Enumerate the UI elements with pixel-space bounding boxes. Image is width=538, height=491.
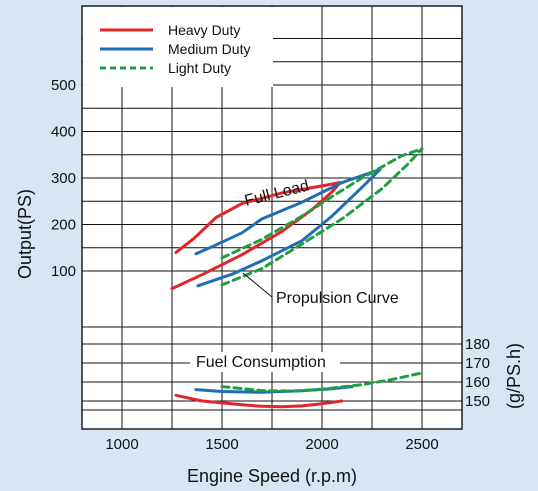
x-tick-label: 1500	[205, 436, 238, 453]
grid	[82, 6, 462, 429]
y-tick-label: 300	[51, 170, 76, 187]
series	[170, 147, 424, 409]
y-axis-label: Output(PS)	[15, 189, 35, 279]
x-tick-label: 1000	[105, 436, 138, 453]
y2-tick-label: 160	[465, 374, 490, 391]
medium-duty-full-load-line	[194, 168, 382, 256]
y-tick-label: 100	[51, 263, 76, 280]
y2-tick-label: 170	[465, 355, 490, 372]
heavy-duty-propulsion-line	[170, 181, 342, 291]
medium-duty-propulsion-line	[196, 168, 382, 288]
legend-label: Medium Duty	[168, 41, 250, 57]
legend-box	[83, 7, 273, 87]
y2-tick-label: 180	[465, 336, 490, 353]
x-tick-label: 2500	[405, 436, 438, 453]
legend: Heavy Duty Medium Duty Light Duty	[100, 22, 250, 76]
propulsion-leader-line	[242, 272, 273, 298]
light-duty-fuel-line	[220, 371, 424, 393]
legend-label: Light Duty	[168, 60, 231, 76]
x-axis-label: Engine Speed (r.p.m)	[187, 466, 357, 486]
x-tick-label: 2000	[305, 436, 338, 453]
fuel-label-background	[190, 352, 340, 372]
y-tick-label: 500	[51, 77, 76, 94]
propulsion-curve-annotation: Propulsion Curve	[276, 290, 399, 307]
y-tick-label: 200	[51, 216, 76, 233]
light-duty-propulsion-line	[220, 147, 424, 287]
y2-axis-label: (g/PS.h)	[504, 343, 524, 409]
heavy-duty-full-load-line	[174, 181, 342, 254]
fuel-consumption-annotation: Fuel Consumption	[196, 354, 326, 371]
legend-label: Heavy Duty	[168, 22, 240, 38]
light-duty-full-load-line	[220, 147, 424, 260]
y-tick-label: 400	[51, 124, 76, 141]
y2-tick-label: 150	[465, 393, 490, 410]
tick-labels: 1000 1500 2000 2500 100 200 300 400 500 150 160 170…	[51, 77, 490, 453]
heavy-duty-fuel-line	[174, 393, 344, 409]
